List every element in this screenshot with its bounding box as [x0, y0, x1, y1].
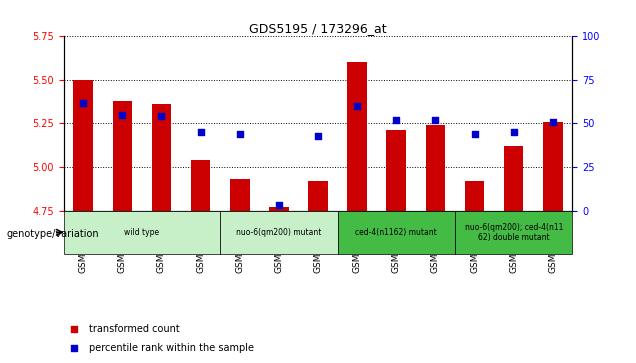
- Text: percentile rank within the sample: percentile rank within the sample: [89, 343, 254, 354]
- Point: [548, 119, 558, 125]
- Bar: [347, 62, 367, 211]
- Bar: [425, 125, 445, 211]
- Point: [469, 131, 480, 137]
- Point: [405, 57, 415, 63]
- Text: genotype/variation: genotype/variation: [6, 229, 99, 239]
- Point: [273, 203, 284, 208]
- Point: [391, 117, 401, 123]
- Point: [313, 133, 323, 139]
- Point: [405, 236, 415, 241]
- Point: [509, 129, 519, 135]
- Bar: [308, 181, 328, 211]
- Bar: [387, 130, 406, 211]
- Point: [431, 117, 441, 123]
- Bar: [151, 104, 171, 211]
- FancyBboxPatch shape: [338, 211, 455, 254]
- Text: wild type: wild type: [124, 228, 160, 237]
- Point: [156, 114, 167, 119]
- Bar: [504, 146, 523, 211]
- Title: GDS5195 / 173296_at: GDS5195 / 173296_at: [249, 22, 387, 35]
- Bar: [113, 101, 132, 211]
- Bar: [230, 179, 249, 211]
- Text: ced-4(n1162) mutant: ced-4(n1162) mutant: [356, 228, 437, 237]
- FancyBboxPatch shape: [220, 211, 338, 254]
- Point: [117, 112, 127, 118]
- Text: nuo-6(qm200) mutant: nuo-6(qm200) mutant: [236, 228, 322, 237]
- Bar: [543, 122, 563, 211]
- Bar: [269, 207, 289, 211]
- FancyBboxPatch shape: [64, 211, 220, 254]
- Point: [235, 131, 245, 137]
- Bar: [73, 80, 93, 211]
- Text: transformed count: transformed count: [89, 324, 180, 334]
- Bar: [465, 181, 485, 211]
- Point: [78, 99, 88, 105]
- Point: [352, 103, 363, 109]
- Text: nuo-6(qm200); ced-4(n11
62) double mutant: nuo-6(qm200); ced-4(n11 62) double mutan…: [464, 223, 563, 242]
- Bar: [191, 160, 211, 211]
- FancyBboxPatch shape: [455, 211, 572, 254]
- Point: [195, 129, 205, 135]
